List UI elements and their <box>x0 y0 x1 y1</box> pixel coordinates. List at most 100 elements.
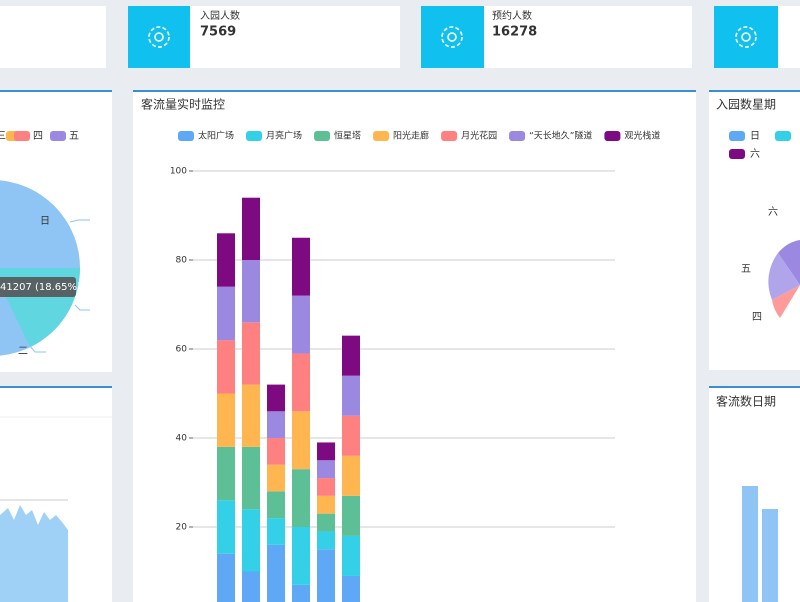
chart: 20 40 60 80 100 太阳广场 月亮广场 恒星塔 阳光走廊 月光花园 “天长地久”隧道 观光… <box>170 130 660 602</box>
legend-swatch <box>373 131 390 141</box>
legend-label: 三 <box>0 131 6 142</box>
card-label: 预约人数 <box>492 9 532 22</box>
bar-segment <box>317 442 335 461</box>
pie-label: 六 <box>768 206 778 218</box>
bar-segment <box>217 340 235 394</box>
y-tick-label: 60 <box>176 345 188 355</box>
bar-segment <box>342 335 360 376</box>
bar-segment <box>267 544 285 602</box>
bar-shape <box>762 509 778 602</box>
pie-leader <box>29 219 90 353</box>
legend-label: 五 <box>69 131 79 142</box>
bar-segment <box>242 197 260 260</box>
tooltip-text: 41207 (18.65%) <box>0 282 81 293</box>
bar-segment <box>292 237 310 296</box>
histogram-area <box>0 505 68 602</box>
bar-segment <box>267 411 285 438</box>
card-value: 7569 <box>200 25 236 40</box>
bar-segment <box>267 464 285 492</box>
bar-segment <box>242 509 260 572</box>
legend-label: 月亮广场 <box>266 130 302 142</box>
bar-segment <box>292 411 310 470</box>
gear-icon <box>441 26 463 48</box>
bar-segment <box>242 322 260 385</box>
legend-label: 阳光走廊 <box>393 130 429 142</box>
bar-shape <box>742 486 758 602</box>
legend-swatch <box>314 131 331 141</box>
legend-label: 太阳广场 <box>198 130 234 142</box>
bar-segment <box>317 495 335 514</box>
pie-label: 日 <box>40 216 50 227</box>
panel-border <box>0 386 112 388</box>
bar-segment <box>342 455 360 496</box>
bar-segment <box>242 260 260 323</box>
legend-swatch <box>729 149 745 159</box>
legend-label: 日 <box>750 131 760 142</box>
legend-swatch <box>729 131 745 141</box>
bar-segment <box>292 584 310 602</box>
bar-segment <box>317 513 335 532</box>
bar-segment <box>217 553 235 602</box>
pie-label: 四 <box>752 312 762 323</box>
y-tick-label: 100 <box>170 167 187 177</box>
bar-segment <box>342 495 360 536</box>
pie-label: 五 <box>741 264 751 275</box>
pie-slice <box>768 253 800 300</box>
y-tick-label: 40 <box>176 434 188 444</box>
legend-label: 观光栈道 <box>624 130 660 142</box>
legend-swatch <box>441 131 458 141</box>
card-icon-bg <box>421 6 484 68</box>
gear-icon <box>148 26 170 48</box>
chart-title: 客流量实时监控 <box>141 97 225 112</box>
y-tick-label: 80 <box>176 256 188 266</box>
bar-segment <box>217 393 235 447</box>
bar-segment <box>292 527 310 585</box>
legend-swatch <box>604 131 621 141</box>
bar-segment <box>242 571 260 602</box>
card-label: 入园人数 <box>200 9 240 22</box>
pie-label: 二 <box>18 346 28 357</box>
legend-label: 六 <box>750 148 760 160</box>
legend-label: 月光花园 <box>461 130 497 142</box>
bar-segment <box>267 518 285 545</box>
tooltip <box>0 277 76 297</box>
card-value: 16278 <box>492 25 537 40</box>
pie-slice <box>778 240 800 285</box>
bar-segment <box>217 446 235 501</box>
legend-swatch <box>14 131 30 141</box>
legend-label: 恒星塔 <box>334 130 361 142</box>
bar-segment <box>342 415 360 456</box>
bar-segment <box>217 500 235 554</box>
bar-segment <box>317 549 335 602</box>
bar-segment <box>292 295 310 354</box>
card-icon-bg <box>714 6 778 68</box>
bar-segment <box>317 478 335 496</box>
bar-segment <box>267 384 285 412</box>
legend-label: “天长地久”隧道 <box>529 130 592 142</box>
legend-swatch <box>775 131 791 141</box>
bar-segment <box>342 575 360 602</box>
legend-swatch <box>50 131 66 141</box>
card-icon-bg <box>128 6 190 68</box>
panel-border <box>0 90 112 92</box>
legend-swatch <box>178 131 194 141</box>
legend-swatch <box>509 131 526 141</box>
bar-segment <box>217 286 235 341</box>
bar-segment <box>242 384 260 447</box>
bar-segment <box>267 438 285 465</box>
legend-swatch <box>246 131 263 141</box>
bar-segment <box>217 233 235 287</box>
pie-slice <box>772 285 800 318</box>
panel-title: 入园数星期 <box>716 97 776 112</box>
bar-segment <box>292 469 310 527</box>
panel-border <box>709 386 800 388</box>
bar-segment <box>317 460 335 479</box>
y-tick-label: 20 <box>176 523 188 533</box>
panel-title: 客流数日期 <box>716 394 776 409</box>
legend-label: 四 <box>33 131 43 142</box>
gear-icon <box>735 26 757 48</box>
panel-border <box>133 90 696 92</box>
bar-segment <box>292 353 310 412</box>
